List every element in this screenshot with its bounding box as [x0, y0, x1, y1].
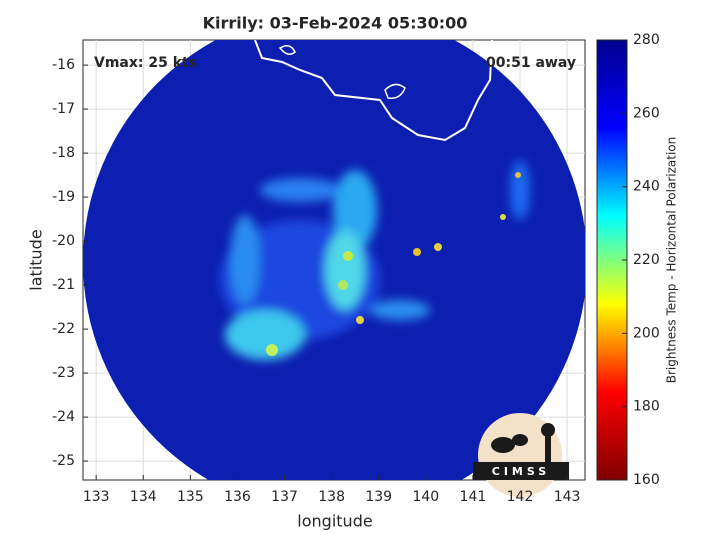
colorbar-label: Brightness Temp - Horizontal Polarizatio…	[665, 137, 679, 384]
y-tick-label: -22	[52, 321, 75, 337]
colorbar-tick-label: 200	[633, 325, 660, 341]
islands	[278, 45, 406, 100]
x-tick-label: 140	[412, 489, 439, 505]
x-tick-label: 138	[318, 489, 345, 505]
y-tick-label: -17	[52, 101, 75, 117]
y-tick-label: -18	[52, 145, 75, 161]
x-tick-label: 137	[271, 489, 298, 505]
x-tick-label: 141	[460, 489, 487, 505]
x-tick-label: 139	[365, 489, 392, 505]
y-tick-label: -16	[52, 57, 75, 73]
x-tick-label: 143	[554, 489, 581, 505]
logo-text: CIMSS	[492, 465, 550, 478]
cloud-bands	[220, 160, 530, 360]
y-tick-label: -19	[52, 189, 75, 205]
warm-spots	[266, 172, 521, 356]
colorbar-tick-label: 180	[633, 399, 660, 415]
x-tick-label: 135	[177, 489, 204, 505]
y-tick-label: -24	[52, 409, 75, 425]
coastline	[254, 40, 493, 142]
colorbar-tick-label: 280	[633, 32, 660, 48]
colorbar-tick-label: 240	[633, 179, 660, 195]
colorbar-tick-label: 160	[633, 472, 660, 488]
annotation: Vmax: 25 kts	[94, 55, 197, 71]
colorbar-tick-label: 260	[633, 105, 660, 121]
x-tick-label: 136	[224, 489, 251, 505]
y-tick-label: -25	[52, 453, 75, 469]
y-tick-label: -21	[52, 277, 75, 293]
y-tick-label: -23	[52, 365, 75, 381]
colorbar-tick-label: 220	[633, 252, 660, 268]
y-axis-label: latitude	[27, 229, 46, 290]
x-axis-label: longitude	[297, 512, 372, 531]
x-tick-label: 134	[130, 489, 157, 505]
annotation: 00:51 away	[486, 55, 576, 71]
chart-title: Kirrily: 03-Feb-2024 05:30:00	[203, 14, 468, 33]
satellite-swath	[83, 40, 585, 480]
x-tick-label: 142	[507, 489, 534, 505]
y-tick-label: -20	[52, 233, 75, 249]
x-tick-label: 133	[83, 489, 110, 505]
logo: CIMSS	[473, 413, 569, 497]
